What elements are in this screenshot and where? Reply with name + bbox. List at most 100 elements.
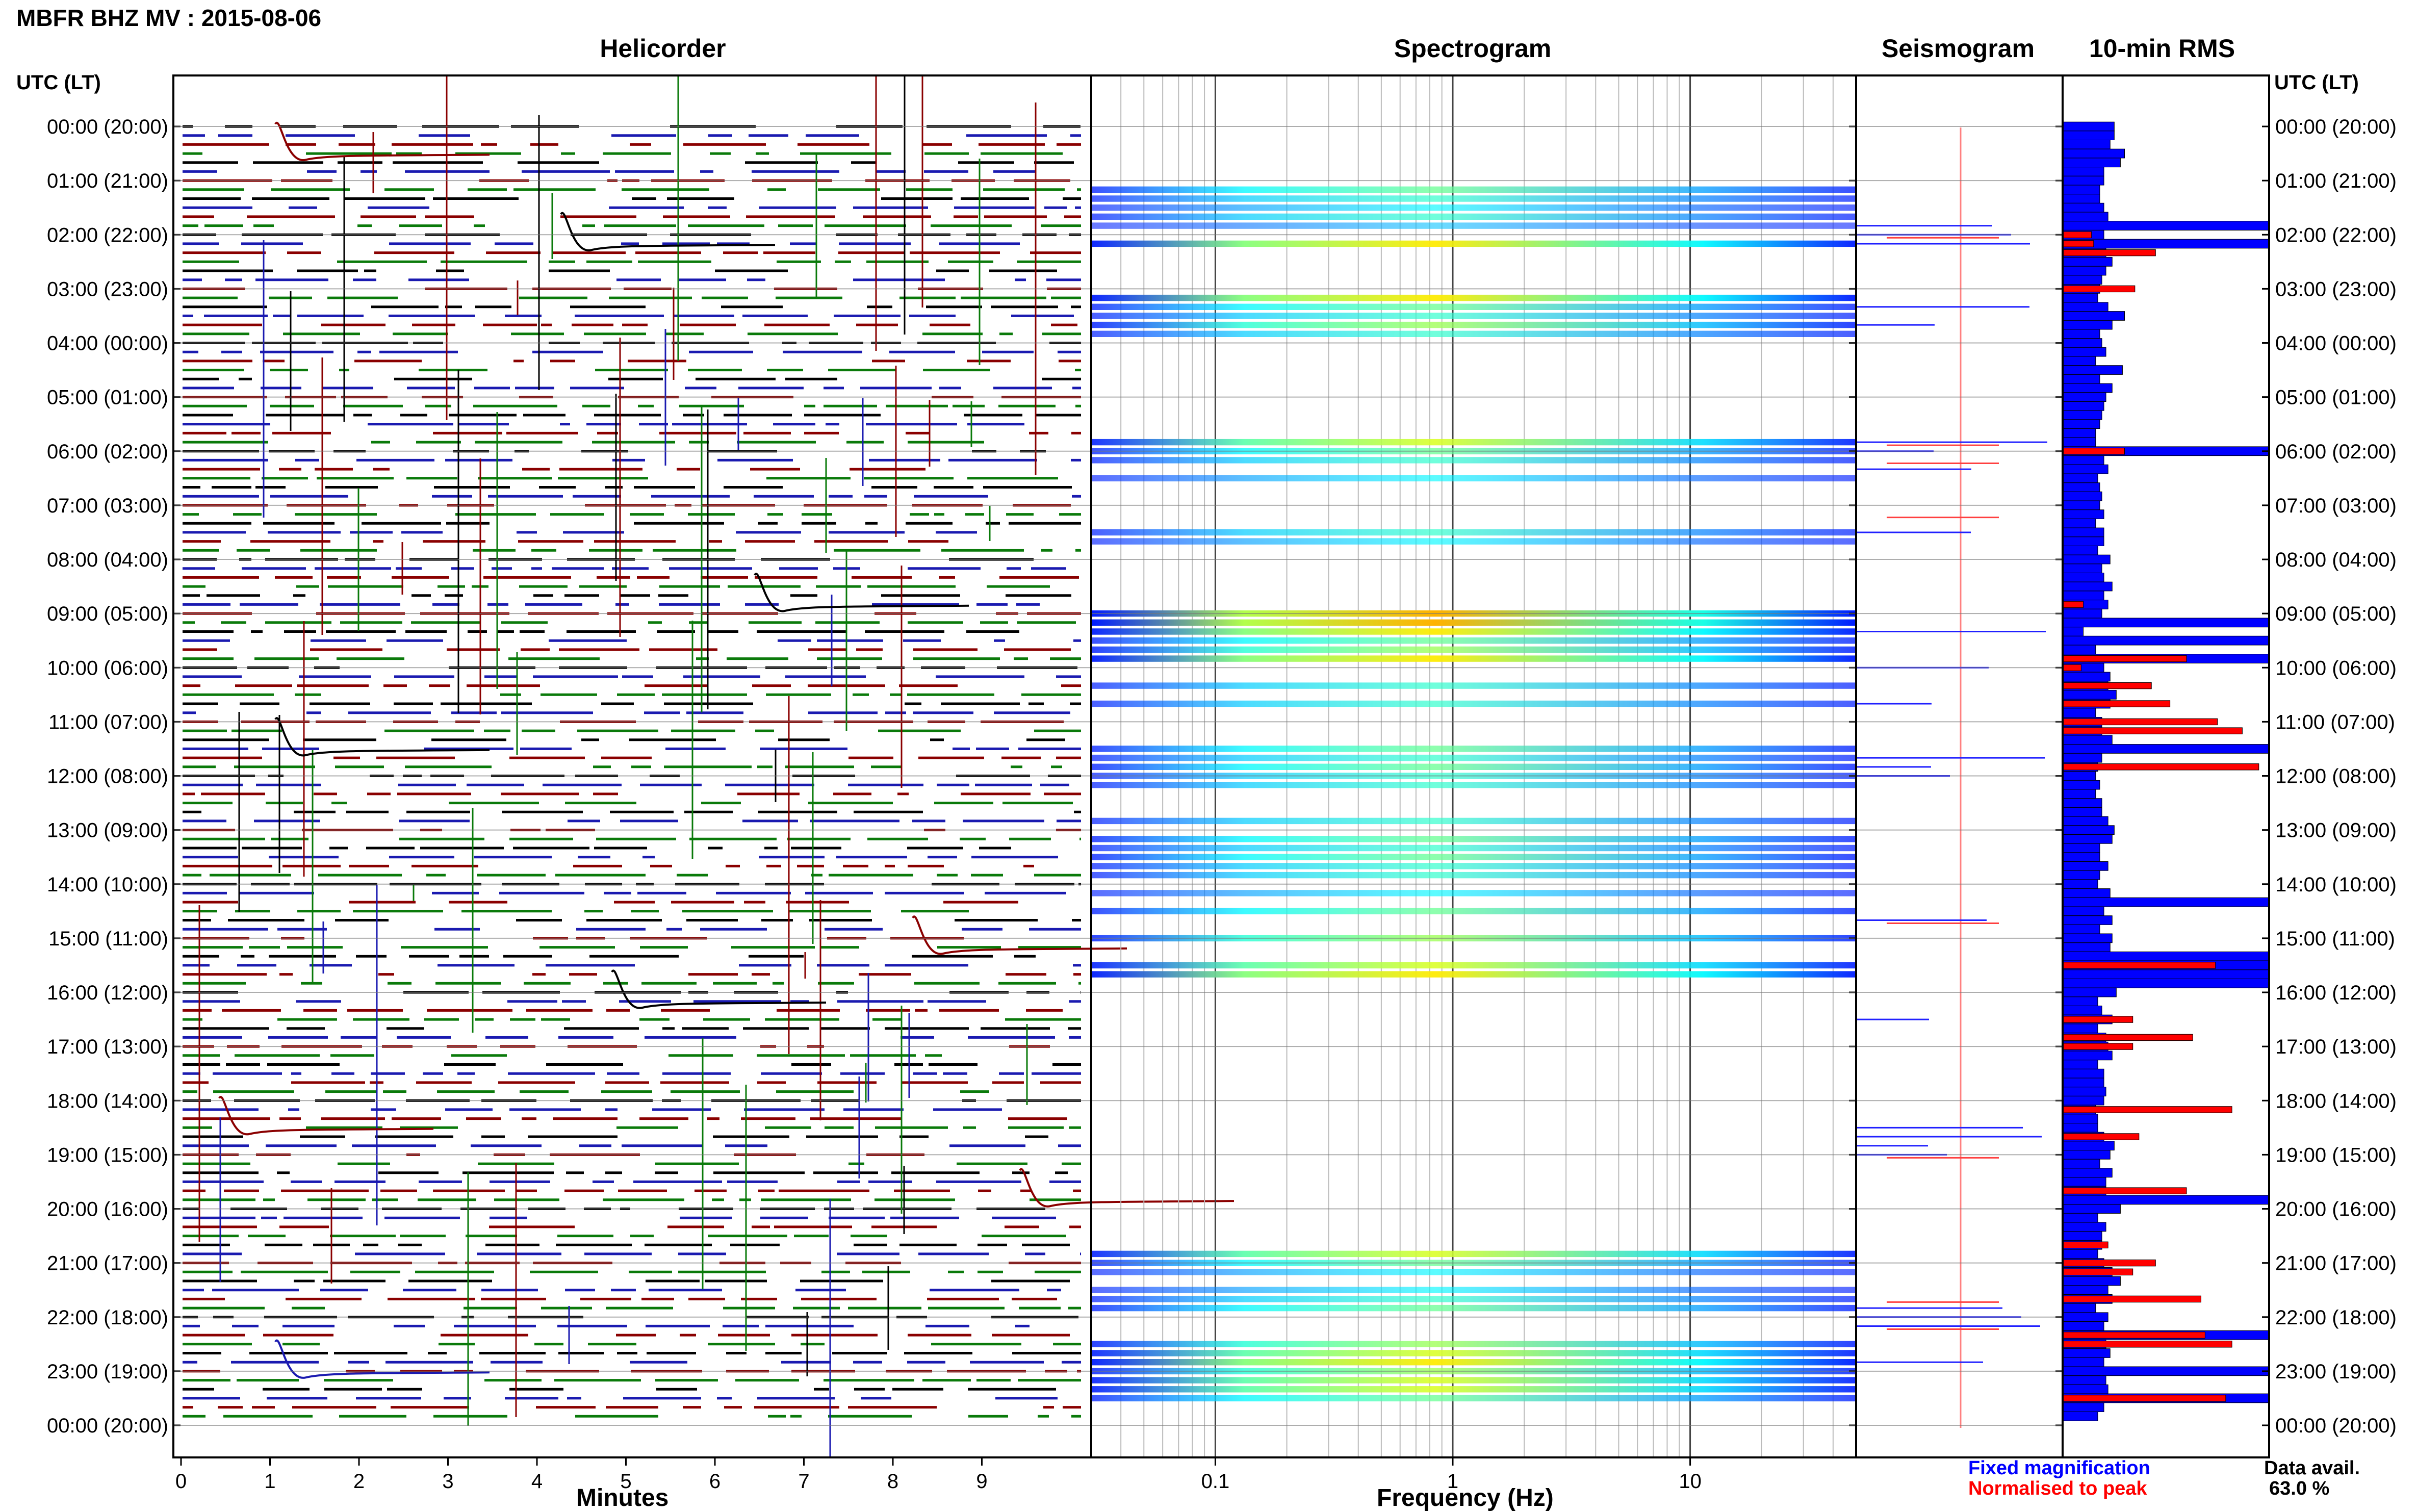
rms-bar-normalised — [2062, 448, 2125, 455]
rms-bar-fixed — [2062, 1204, 2121, 1214]
rms-bar-normalised — [2062, 231, 2092, 239]
spectrogram-row — [1091, 637, 1856, 644]
rms-bar-fixed — [2062, 302, 2109, 312]
rms-bar-fixed — [2062, 807, 2102, 817]
rms-bar-fixed — [2062, 608, 2102, 619]
rms-bar-fixed — [2062, 1231, 2102, 1241]
spectrogram-row — [1091, 890, 1856, 896]
spectrogram-row — [1091, 682, 1856, 689]
utc-tick-label-left: 13:00 (09:00) — [47, 819, 168, 842]
rms-bar-fixed — [2062, 338, 2102, 348]
rms-bar-normalised — [2062, 1259, 2156, 1267]
rms-bar-fixed — [2062, 1321, 2104, 1331]
rms-bar-normalised — [2062, 763, 2259, 771]
spectrogram-row — [1091, 1350, 1856, 1356]
utc-tick-label-left: 15:00 (11:00) — [48, 928, 168, 950]
utc-tick-label-right: 11:00 (07:00) — [2275, 711, 2395, 733]
helicorder-tick-label: 5 — [620, 1470, 631, 1493]
utc-tick-label-right: 16:00 (12:00) — [2275, 982, 2397, 1004]
utc-tick-label-left: 21:00 (17:00) — [47, 1252, 168, 1275]
rms-bar-fixed — [2062, 1195, 2270, 1205]
rms-bar-fixed — [2062, 563, 2102, 574]
rms-bar-fixed — [2062, 888, 2111, 898]
rms-bar-fixed — [2062, 1402, 2104, 1413]
utc-tick-label-right: 23:00 (19:00) — [2275, 1361, 2397, 1383]
rms-bar-fixed — [2062, 365, 2123, 375]
spectrogram-row — [1091, 222, 1856, 229]
rms-bar-normalised — [2062, 1241, 2109, 1249]
rms-bar-fixed — [2062, 500, 2100, 510]
spectrogram-row — [1091, 1341, 1856, 1347]
spectrogram-row — [1091, 836, 1856, 842]
helicorder-tick-label: 0 — [175, 1470, 187, 1493]
rms-bar-fixed — [2062, 410, 2102, 420]
rms-bar-fixed — [2062, 573, 2104, 582]
rms-bar-fixed — [2062, 1384, 2109, 1394]
rms-bar-fixed — [2062, 780, 2100, 790]
utc-tick-label-left: 07:00 (03:00) — [47, 495, 168, 517]
helicorder-transient — [274, 717, 490, 757]
rms-bar-fixed — [2062, 482, 2100, 492]
rms-bar-normalised — [2062, 1133, 2140, 1140]
utc-tick-label-right: 06:00 (02:00) — [2275, 441, 2397, 463]
spectrogram-row — [1091, 782, 1856, 788]
rms-bar-fixed — [2062, 816, 2109, 826]
rms-bar-fixed — [2062, 464, 2109, 474]
utc-tick-label-left: 09:00 (05:00) — [47, 603, 168, 625]
rms-bar-fixed — [2062, 1222, 2106, 1232]
rms-bar-fixed — [2062, 158, 2121, 168]
rms-bar-fixed — [2062, 645, 2096, 655]
rms-bar-fixed — [2062, 1312, 2109, 1322]
rms-bar-fixed — [2062, 708, 2096, 718]
spectrogram-row — [1091, 908, 1856, 914]
rms-bar-fixed — [2062, 1159, 2100, 1169]
rms-bar-fixed — [2062, 509, 2104, 519]
rms-bar-normalised — [2062, 1016, 2133, 1023]
rms-bar-normalised — [2062, 664, 2081, 671]
rms-bar-fixed — [2062, 140, 2111, 149]
rms-bar-fixed — [2062, 591, 2104, 601]
spectrogram-row — [1091, 700, 1856, 707]
rms-bar-fixed — [2062, 897, 2270, 907]
rms-bar-fixed — [2062, 861, 2109, 871]
rms-bar-fixed — [2062, 1366, 2270, 1376]
rms-bar-fixed — [2062, 942, 2111, 952]
spectrogram-row — [1091, 294, 1856, 301]
rms-bar-normalised — [2062, 682, 2152, 689]
utc-tick-label-right: 13:00 (09:00) — [2275, 819, 2397, 842]
utc-tick-label-right: 03:00 (23:00) — [2275, 278, 2397, 300]
rms-bar-fixed — [2062, 175, 2104, 186]
helicorder-tick-label: 2 — [353, 1470, 365, 1493]
rms-bar-fixed — [2062, 1168, 2113, 1178]
spectrogram-row — [1091, 962, 1856, 969]
seismogram-panel — [1856, 127, 2047, 1428]
helicorder-tick-label: 4 — [531, 1470, 543, 1493]
utc-tick-label-left: 06:00 (02:00) — [47, 441, 168, 463]
rms-bar-fixed — [2062, 915, 2113, 925]
utc-tick-label-right: 17:00 (13:00) — [2275, 1036, 2397, 1058]
utc-tick-label-right: 00:00 (20:00) — [2275, 1415, 2397, 1437]
rms-bar-fixed — [2062, 1006, 2102, 1015]
utc-tick-label-right: 01:00 (21:00) — [2275, 170, 2397, 192]
page-title: MBFR BHZ MV : 2015-08-06 — [16, 5, 322, 31]
spectrogram-row — [1091, 863, 1856, 869]
spectrogram-row — [1091, 1296, 1856, 1302]
utc-tick-label-right: 22:00 (18:00) — [2275, 1306, 2397, 1329]
spectrogram-row — [1091, 854, 1856, 860]
spectrogram-row — [1091, 213, 1856, 220]
helicorder-transient — [912, 915, 1127, 955]
rms-bar-normalised — [2062, 1034, 2193, 1041]
spectrogram-tick-label: 1 — [1447, 1470, 1458, 1493]
rms-bar-normalised — [2062, 962, 2216, 969]
helicorder-transient — [274, 1339, 490, 1379]
rms-bar-fixed — [2062, 735, 2113, 745]
helicorder-transient — [1019, 1168, 1235, 1208]
rms-bar-normalised — [2062, 1331, 2205, 1339]
rms-bar-fixed — [2062, 221, 2270, 230]
rms-bar-fixed — [2062, 546, 2098, 555]
rms-bar-fixed — [2062, 167, 2104, 176]
rms-bar-fixed — [2062, 843, 2100, 853]
rms-bar-fixed — [2062, 852, 2100, 862]
seismogram-title: Seismogram — [1881, 34, 2035, 63]
